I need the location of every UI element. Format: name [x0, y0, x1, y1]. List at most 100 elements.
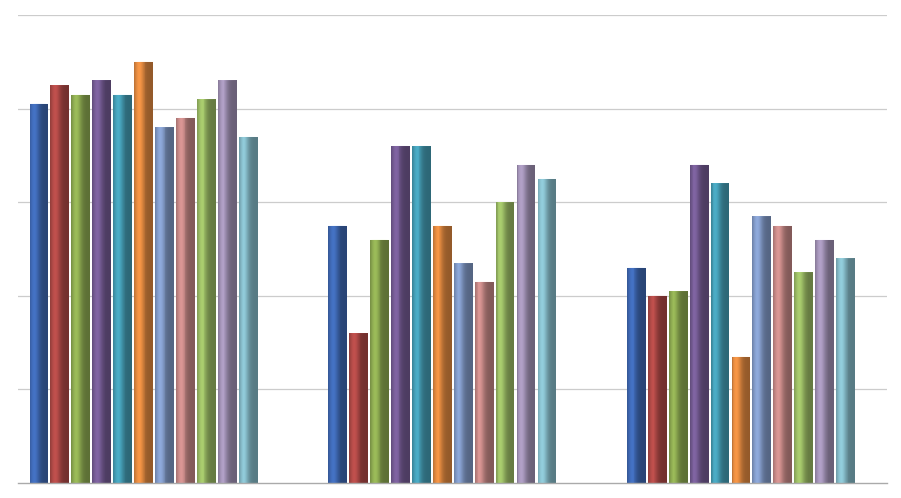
Bar [517, 165, 518, 483]
Bar [806, 272, 807, 483]
Bar [246, 136, 247, 483]
Bar [524, 165, 525, 483]
Bar [230, 81, 231, 483]
Bar [147, 62, 148, 483]
Bar [439, 226, 440, 483]
Bar [78, 95, 79, 483]
Bar [82, 95, 83, 483]
Bar [483, 282, 484, 483]
Bar [102, 81, 103, 483]
Bar [44, 104, 46, 483]
Bar [77, 95, 78, 483]
Bar [780, 226, 781, 483]
Bar [364, 333, 365, 483]
Bar [435, 226, 436, 483]
Bar [487, 282, 488, 483]
Bar [437, 226, 438, 483]
Bar [48, 104, 49, 483]
Bar [502, 202, 503, 483]
Bar [511, 202, 512, 483]
Bar [742, 357, 744, 483]
Bar [183, 118, 184, 483]
Bar [672, 291, 673, 483]
Bar [338, 226, 339, 483]
Bar [719, 183, 720, 483]
Bar [140, 62, 141, 483]
Bar [843, 258, 844, 483]
Bar [204, 99, 205, 483]
Bar [65, 85, 66, 483]
Bar [652, 296, 653, 483]
Bar [379, 240, 380, 483]
Bar [422, 146, 423, 483]
Bar [788, 226, 789, 483]
Bar [725, 183, 726, 483]
Bar [145, 62, 147, 483]
Bar [705, 165, 706, 483]
Bar [89, 95, 90, 483]
Bar [628, 268, 629, 483]
Bar [425, 146, 426, 483]
Bar [361, 333, 362, 483]
Bar [756, 216, 757, 483]
Bar [164, 127, 165, 483]
Bar [720, 183, 721, 483]
Bar [388, 240, 389, 483]
Bar [477, 282, 478, 483]
Bar [634, 268, 635, 483]
Bar [108, 81, 109, 483]
Bar [94, 81, 95, 483]
Bar [366, 333, 367, 483]
Bar [141, 62, 142, 483]
Bar [707, 165, 708, 483]
Bar [481, 282, 482, 483]
Bar [328, 226, 329, 483]
Bar [467, 263, 468, 483]
Bar [809, 272, 810, 483]
Bar [148, 62, 149, 483]
Bar [447, 226, 448, 483]
Bar [475, 282, 476, 483]
Bar [523, 165, 524, 483]
Bar [41, 104, 42, 483]
Bar [249, 136, 250, 483]
Bar [66, 85, 67, 483]
Bar [381, 240, 382, 483]
Bar [491, 282, 492, 483]
Bar [353, 333, 354, 483]
Bar [180, 118, 181, 483]
Bar [697, 165, 698, 483]
Bar [257, 136, 258, 483]
Bar [36, 104, 37, 483]
Bar [399, 146, 400, 483]
Bar [371, 240, 372, 483]
Bar [75, 95, 76, 483]
Bar [763, 216, 764, 483]
Bar [58, 85, 59, 483]
Bar [341, 226, 342, 483]
Bar [57, 85, 58, 483]
Bar [758, 216, 759, 483]
Bar [334, 226, 335, 483]
Bar [635, 268, 636, 483]
Bar [63, 85, 64, 483]
Bar [632, 268, 633, 483]
Bar [130, 95, 132, 483]
Bar [512, 202, 513, 483]
Bar [811, 272, 812, 483]
Bar [752, 216, 753, 483]
Bar [837, 258, 838, 483]
Bar [641, 268, 642, 483]
Bar [190, 118, 191, 483]
Bar [212, 99, 213, 483]
Bar [544, 179, 545, 483]
Bar [98, 81, 99, 483]
Bar [753, 216, 754, 483]
Bar [659, 296, 660, 483]
Bar [449, 226, 450, 483]
Bar [779, 226, 780, 483]
Bar [165, 127, 166, 483]
Bar [380, 240, 381, 483]
Bar [484, 282, 485, 483]
Bar [50, 85, 51, 483]
